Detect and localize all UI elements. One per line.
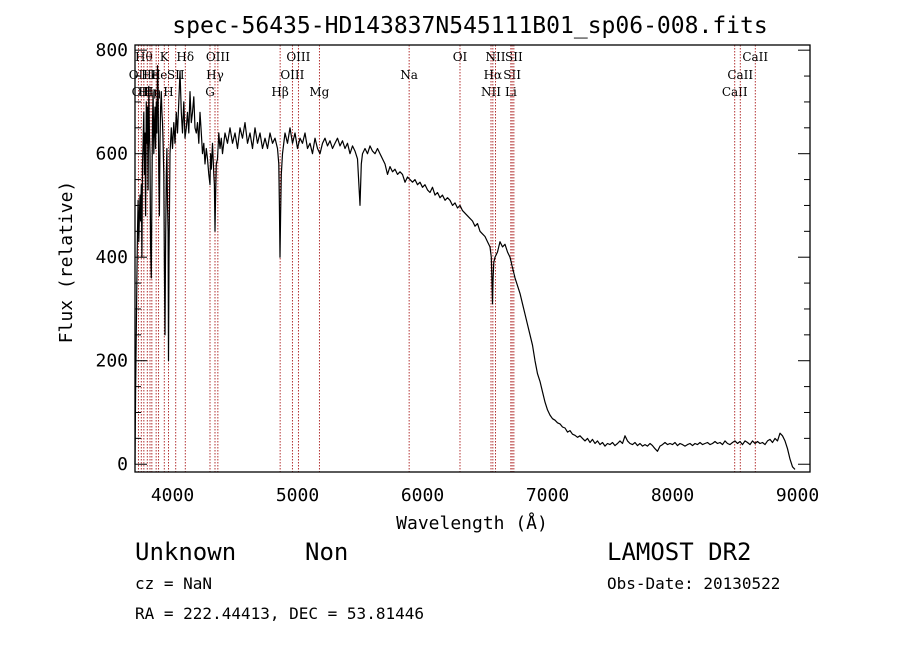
line-marker-label: OIII bbox=[206, 50, 230, 64]
line-marker-label: Hθ bbox=[135, 50, 153, 64]
line-marker-label: NII bbox=[486, 50, 506, 64]
line-marker-label: Hδ bbox=[176, 50, 194, 64]
line-marker-label: OII bbox=[129, 68, 149, 82]
y-tick-label: 0 bbox=[117, 454, 128, 475]
line-marker-label: OIII bbox=[286, 50, 310, 64]
coordinates: RA = 222.44413, DEC = 53.81446 bbox=[135, 604, 424, 623]
line-marker-label: Hα bbox=[484, 68, 503, 82]
y-tick-label: 800 bbox=[95, 40, 128, 61]
y-axis: 0 200 400 600 800 bbox=[95, 40, 810, 475]
line-marker-label: II bbox=[151, 68, 161, 82]
y-tick-label: 400 bbox=[95, 247, 128, 268]
x-axis: 4000 5000 6000 7000 8000 9000 bbox=[151, 485, 819, 506]
line-marker-label: CaII bbox=[722, 85, 748, 99]
x-tick-label: 8000 bbox=[651, 485, 694, 506]
object-class: Unknown bbox=[135, 538, 237, 566]
line-marker-label: OI bbox=[453, 50, 468, 64]
line-marker-label: Hγ bbox=[206, 68, 224, 82]
x-tick-label: 6000 bbox=[401, 485, 444, 506]
plot-frame bbox=[134, 44, 811, 473]
line-marker-label: K bbox=[160, 50, 170, 64]
y-axis-label: Flux (relative) bbox=[56, 181, 77, 344]
line-marker-label: SII bbox=[503, 68, 521, 82]
line-marker-label: G bbox=[205, 85, 215, 99]
line-marker-label: SII bbox=[505, 50, 523, 64]
line-marker-label: Hβ bbox=[271, 85, 288, 99]
line-marker-label: He bbox=[150, 68, 168, 82]
x-tick-label: 4000 bbox=[151, 485, 194, 506]
chart-title: spec-56435-HD143837N545111B01_sp06-008.f… bbox=[172, 13, 767, 39]
x-axis-label: Wavelength (Å) bbox=[396, 512, 548, 534]
x-tick-label: 7000 bbox=[526, 485, 569, 506]
line-marker-label: Na bbox=[400, 68, 418, 82]
x-tick-label: 5000 bbox=[276, 485, 319, 506]
y-tick-label: 200 bbox=[95, 351, 128, 372]
survey-name: LAMOST DR2 bbox=[607, 538, 752, 566]
line-marker-label: CaII bbox=[742, 50, 768, 64]
observation-date: Obs-Date: 20130522 bbox=[607, 574, 781, 593]
spectrum-line bbox=[134, 65, 796, 470]
line-marker-label: NII bbox=[481, 85, 501, 99]
line-marker-label: Mg bbox=[309, 85, 329, 99]
line-marker-label: SII bbox=[167, 68, 185, 82]
object-subclass: Non bbox=[305, 538, 349, 566]
line-marker-label: He bbox=[141, 68, 159, 82]
line-marker-label: OIII bbox=[280, 68, 304, 82]
line-marker-label: OII bbox=[132, 85, 152, 99]
x-tick-label: 9000 bbox=[776, 485, 819, 506]
redshift: cz = NaN bbox=[135, 574, 213, 593]
spectral-line-markers: OIIOIIHθHηHeHηIIHeKHSIIHδGHγOIIIHβOIIIOI… bbox=[129, 45, 768, 472]
line-marker-label: CaII bbox=[727, 68, 753, 82]
line-marker-label: Li bbox=[505, 85, 517, 99]
line-marker-label: H bbox=[163, 85, 173, 99]
y-tick-label: 600 bbox=[95, 144, 128, 165]
